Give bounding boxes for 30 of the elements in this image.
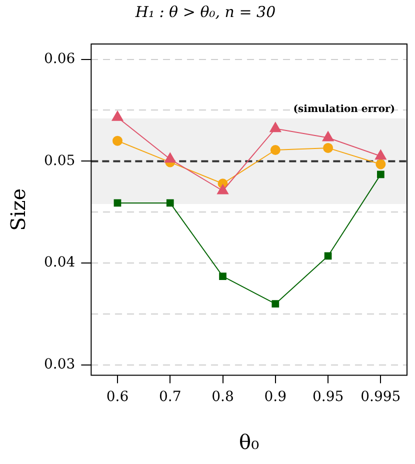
- point: [377, 170, 384, 178]
- point: [112, 110, 124, 121]
- x-tick-label: 0.7: [158, 389, 182, 406]
- x-tick-label: 0.9: [264, 389, 287, 406]
- point: [114, 199, 122, 207]
- y-tick-label: 0.05: [44, 152, 76, 169]
- y-tick-label: 0.03: [44, 356, 76, 373]
- point: [323, 142, 334, 153]
- point: [270, 144, 280, 155]
- y-tick-label: 0.04: [44, 254, 76, 271]
- chart-title: H₁ : θ > θ₀, n = 30: [134, 2, 276, 21]
- point: [217, 184, 228, 194]
- point: [376, 159, 386, 170]
- point: [164, 152, 176, 163]
- point: [324, 252, 332, 260]
- point: [166, 199, 174, 207]
- x-tick-label: 0.8: [212, 389, 234, 406]
- point: [112, 136, 122, 146]
- x-tick-label: 0.95: [312, 389, 344, 406]
- x-axis-title: θ₀: [239, 430, 260, 454]
- point: [219, 272, 226, 280]
- x-tick-label: 0.995: [360, 389, 401, 406]
- point: [374, 150, 386, 160]
- y-axis-title: Size: [6, 188, 30, 231]
- y-tick-label: 0.06: [44, 50, 76, 67]
- band-label: (simulation error): [293, 104, 395, 115]
- x-tick-label: 0.6: [106, 389, 129, 406]
- point: [272, 300, 280, 308]
- point: [322, 131, 334, 142]
- point: [270, 122, 282, 132]
